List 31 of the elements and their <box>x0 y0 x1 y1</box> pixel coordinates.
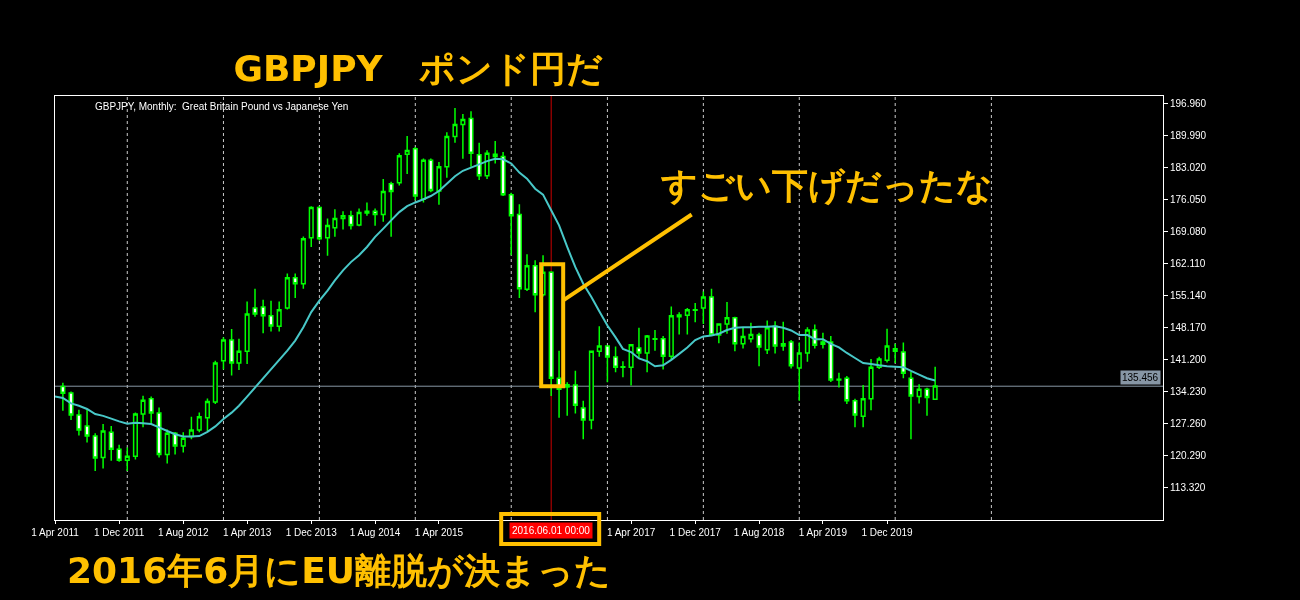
ref-line-label: 2016.06.01 00:00 <box>512 525 591 536</box>
y-tick-label: 189.990 <box>1170 130 1207 142</box>
text: GBPJPY, Monthly: Great Britain Pound vs Japanese Yen <box>95 101 349 112</box>
y-tick-label: 127.260 <box>1170 418 1207 430</box>
x-tick-label: 1 Dec 2019 <box>861 527 914 538</box>
annotation: すごい下げだったな <box>660 165 993 206</box>
y-tick-label: 141.200 <box>1170 354 1207 366</box>
x-tick-label: 1 Dec 2017 <box>669 527 722 538</box>
y-tick-label: 134.230 <box>1170 386 1207 398</box>
x-tick-label: 1 Apr 2013 <box>222 527 272 538</box>
y-tick-label: 120.290 <box>1170 450 1207 462</box>
y-tick-label: 176.050 <box>1170 194 1207 206</box>
x-tick-label: 1 Apr 2017 <box>606 527 656 538</box>
ref-line-label: 135.456 <box>1122 372 1159 383</box>
y-tick-label: 113.320 <box>1170 482 1206 494</box>
x-tick-label: 1 Aug 2018 <box>733 527 785 538</box>
x-tick-label: 1 Dec 2011 <box>93 527 145 538</box>
text: 2016年6月にEU離脱が決まった <box>67 550 612 591</box>
x-tick-label: 1 Apr 2015 <box>414 527 464 538</box>
y-tick-label: 169.080 <box>1170 226 1207 238</box>
x-tick-label: 1 Aug 2014 <box>349 527 401 538</box>
x-tick-label: 1 Apr 2019 <box>798 527 848 538</box>
y-tick-label: 148.170 <box>1170 322 1207 334</box>
y-tick-label: 196.960 <box>1170 98 1207 110</box>
x-tick-label: 1 Dec 2013 <box>285 527 338 538</box>
y-tick-label: 183.020 <box>1170 162 1207 174</box>
x-tick-label: 1 Aug 2012 <box>157 527 209 538</box>
x-tick-label: 1 Apr 2011 <box>31 527 80 538</box>
y-tick-label: 155.140 <box>1170 290 1207 302</box>
y-tick-label: 162.110 <box>1170 258 1206 270</box>
chart-title: GBPJPY ポンド円だ <box>233 47 603 89</box>
